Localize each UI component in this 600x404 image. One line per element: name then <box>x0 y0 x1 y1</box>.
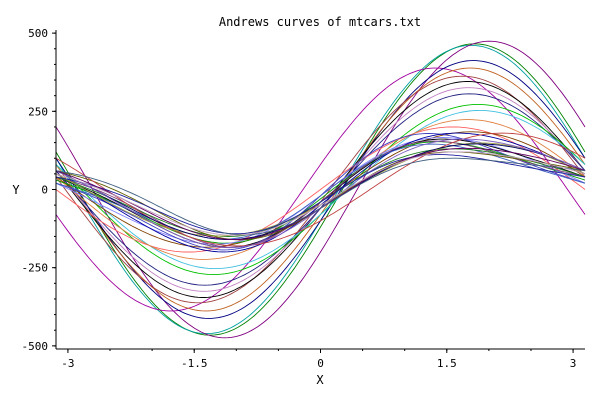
curve-12 <box>55 109 586 270</box>
curve-27 <box>55 143 586 241</box>
x-tick-label: -1.5 <box>181 357 208 370</box>
y-tick-label: 250 <box>28 105 48 118</box>
curve-13 <box>55 126 586 253</box>
curve-29 <box>55 154 586 235</box>
curve-16 <box>55 141 586 244</box>
x-tick-label: 0 <box>317 357 324 370</box>
curve-31 <box>55 157 586 236</box>
y-tick-label: -250 <box>22 262 49 275</box>
y-tick-label: 0 <box>41 184 48 197</box>
x-tick-label: 1.5 <box>437 357 457 370</box>
x-tick-label: 3 <box>570 357 577 370</box>
y-axis-label: Y <box>12 183 20 197</box>
curves-layer <box>55 40 586 339</box>
y-ticks: -500 -250 0 250 500 <box>22 27 56 353</box>
curve-1 <box>55 43 586 336</box>
x-tick-label: -3 <box>61 357 74 370</box>
curve-22 <box>55 143 586 240</box>
y-tick-label: -500 <box>22 340 49 353</box>
x-axis-label: X <box>316 373 324 387</box>
curve-32 <box>55 151 586 236</box>
y-tick-label: 500 <box>28 27 48 40</box>
curve-25 <box>55 132 586 247</box>
curve-3 <box>55 40 586 339</box>
x-ticks: -3 -1.5 0 1.5 3 <box>61 349 576 370</box>
chart-title: Andrews curves of mtcars.txt <box>219 15 421 29</box>
